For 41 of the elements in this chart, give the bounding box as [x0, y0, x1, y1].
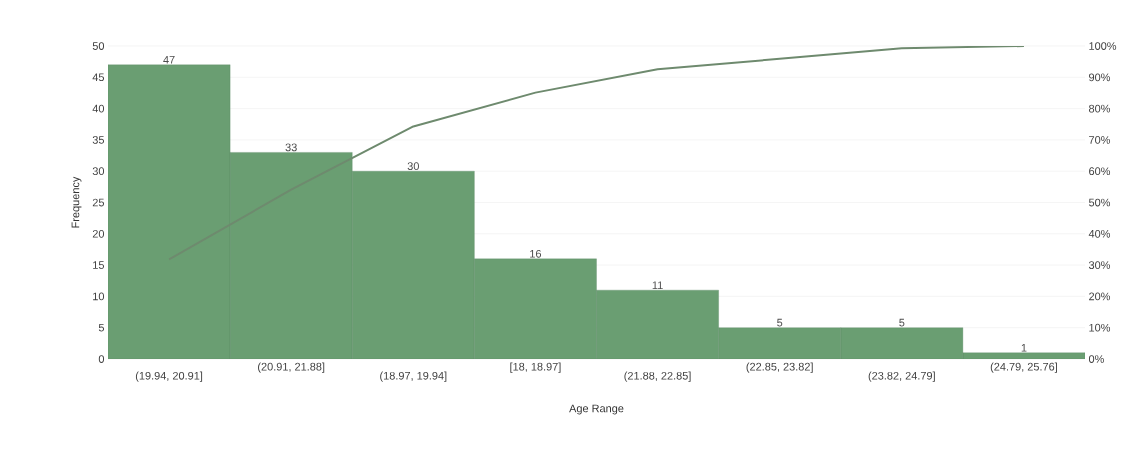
x-tick-label: (20.91, 21.88]: [258, 362, 325, 373]
y-axis-title: Frequency: [71, 176, 82, 228]
x-tick-label: (19.94, 20.91]: [135, 371, 203, 382]
y2-tick-label: 30%: [1088, 261, 1111, 269]
data-label: 47: [163, 56, 175, 64]
y2-tick-label: 80%: [1088, 104, 1111, 113]
y-tick-label: 40: [92, 104, 105, 113]
x-tick-label: (23.82, 24.79]: [868, 371, 935, 382]
y2-tick-label: 70%: [1089, 136, 1111, 144]
y2-tick-label: 0%: [1088, 355, 1104, 363]
y2-tick-label: 100%: [1089, 42, 1117, 50]
y2-tick-label: 20%: [1089, 292, 1111, 301]
x-axis-title: Age Range: [569, 404, 624, 415]
data-label: 11: [652, 281, 663, 289]
y2-tick-label: 40%: [1088, 229, 1111, 238]
data-label: 33: [285, 143, 297, 152]
y-tick-label: 10: [93, 292, 105, 301]
data-label: 1: [1021, 344, 1027, 352]
x-tick-label: [18, 18.97]: [510, 362, 561, 373]
data-label: 16: [530, 249, 542, 258]
y-tick-label: 50: [92, 42, 105, 50]
y2-tick-label: 60%: [1089, 167, 1111, 176]
y-tick-label: 45: [92, 73, 105, 82]
y-tick-label: 20: [92, 229, 105, 238]
y-tick-label: 25: [92, 198, 105, 207]
y2-tick-label: 10%: [1089, 323, 1111, 332]
data-label: 30: [407, 162, 419, 170]
data-label: 5: [777, 318, 783, 327]
y-tick-label: 5: [98, 323, 105, 332]
y-tick-label: 0: [98, 355, 105, 363]
x-tick-label: (24.79, 25.76]: [990, 362, 1057, 373]
y-tick-label: 15: [93, 261, 105, 269]
x-tick-label: (22.85, 23.82]: [746, 362, 813, 373]
y2-tick-label: 90%: [1089, 73, 1111, 82]
y-tick-label: 35: [92, 136, 105, 144]
bar: [108, 64, 231, 359]
data-label: 5: [899, 318, 905, 327]
x-tick-label: (18.97, 19.94]: [380, 371, 447, 382]
y-tick-label: 30: [92, 167, 105, 176]
y2-tick-label: 50%: [1088, 198, 1111, 207]
x-tick-label: (21.88, 22.85]: [624, 371, 691, 382]
